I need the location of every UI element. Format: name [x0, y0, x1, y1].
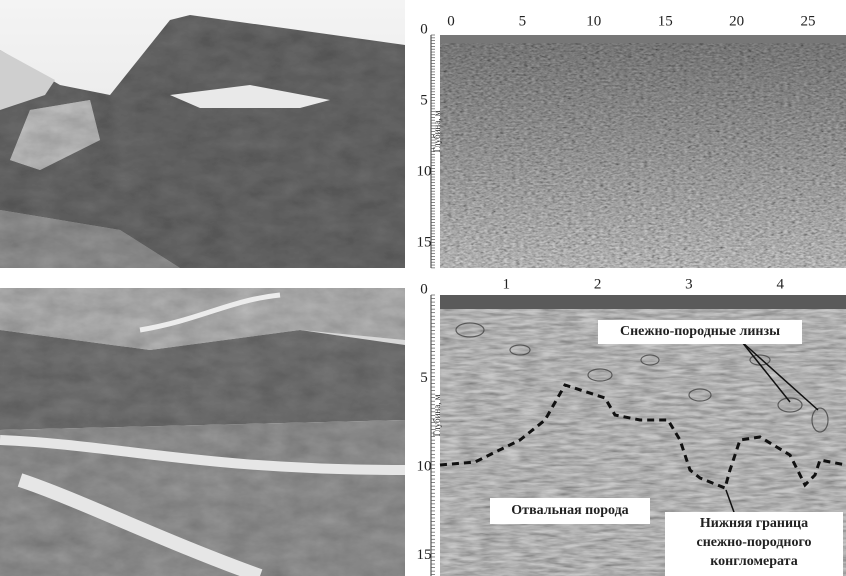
depth-tick-label: 10 — [417, 458, 432, 474]
x-tick-label: 4 — [776, 276, 784, 292]
depth-tick-label: 15 — [417, 547, 432, 563]
label-box — [490, 498, 650, 524]
radargram-top — [440, 35, 846, 268]
depth-tick-label: 10 — [417, 163, 432, 179]
label-box — [665, 512, 843, 576]
depth-axis-label: Глубина, м — [432, 394, 442, 436]
boundary-line — [439, 383, 846, 491]
arrow — [741, 341, 819, 411]
x-tick-label: 3 — [685, 276, 693, 292]
x-tick-label: 2 — [594, 276, 602, 292]
annotation: конгломерата — [710, 554, 797, 569]
x-tick-label: 15 — [658, 13, 673, 29]
depth-axis-label: Глубина, м — [432, 110, 442, 152]
arrow — [725, 489, 736, 516]
label-box — [598, 320, 802, 344]
x-tick-label: 20 — [729, 13, 744, 29]
annotation: Нижняя граница — [700, 516, 808, 531]
depth-tick-label: 0 — [420, 281, 428, 297]
axes: 0 5 10 15 20 25 0 5 10 15 Глубина, м 1 2 3 4 0 5 10 15 Глуб… — [417, 13, 816, 576]
x-tick-label: 0 — [447, 13, 455, 29]
x-tick-label: 25 — [801, 13, 816, 29]
depth-tick-label: 0 — [420, 21, 428, 37]
x-tick-label: 10 — [586, 13, 601, 29]
photo-slope — [0, 0, 405, 268]
annotation: Отвальная порода — [511, 503, 628, 518]
x-tick-label: 5 — [519, 13, 527, 29]
arrow — [741, 341, 791, 403]
depth-tick-label: 5 — [420, 370, 428, 386]
x-tick-label: 1 — [503, 276, 511, 292]
annotation: снежно-породного — [697, 535, 812, 550]
depth-tick-label: 5 — [420, 92, 428, 108]
annotation: Снежно-породные линзы — [620, 324, 780, 339]
depth-tick-label: 15 — [417, 234, 432, 250]
radargram-bottom: Снежно-породные линзы Отвальная порода Н… — [439, 295, 846, 576]
photo-valley — [0, 288, 406, 576]
